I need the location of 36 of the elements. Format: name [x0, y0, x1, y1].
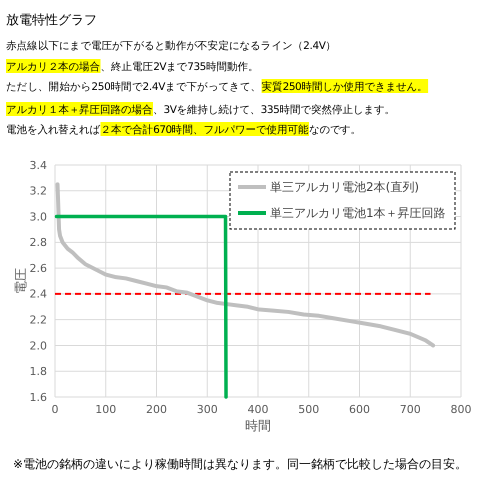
- y-tick-label: 3.0: [30, 210, 47, 224]
- text: 、3Vを維持し続けて、335時間で突然停止します。: [153, 103, 396, 116]
- x-axis-title: 時間: [245, 419, 271, 434]
- x-tick-label: 400: [248, 403, 268, 416]
- legend-label: 単三アルカリ電池1本＋昇圧回路: [270, 206, 446, 220]
- x-tick-label: 800: [450, 403, 472, 416]
- y-tick-label: 2.6: [30, 262, 47, 275]
- x-tick-label: 500: [298, 403, 320, 416]
- legend-label: 単三アルカリ電池2本(直列): [270, 180, 419, 194]
- x-tick-label: 0: [52, 403, 58, 416]
- y-tick-label: 2.2: [30, 314, 47, 327]
- y-tick-label: 2.4: [30, 288, 47, 301]
- x-tick-label: 600: [349, 403, 370, 416]
- text: 実質250時間しか使用できません。: [262, 80, 428, 93]
- y-tick-label: 1.8: [30, 365, 47, 378]
- text: 電池を入れ替えれば: [6, 123, 102, 136]
- text: アルカリ１本＋昇圧回路の場合: [6, 103, 153, 116]
- y-tick-label: 3.2: [30, 184, 47, 198]
- text: なのです。: [309, 124, 362, 136]
- y-tick-label: 2.8: [30, 236, 47, 250]
- y-tick-label: 3.4: [30, 158, 47, 172]
- text: 、終止電圧2Vまで735時間動作。: [100, 60, 260, 73]
- text: ※電池の銘柄の違いにより稼働時間は異なります。同一銘柄で比較した場合の目安。: [12, 457, 468, 471]
- x-tick-label: 300: [196, 403, 218, 416]
- text: ２本で合計670時間、フルパワーで使用可能: [100, 123, 310, 136]
- x-tick-label: 200: [146, 403, 167, 416]
- x-tick-label: 100: [95, 403, 116, 416]
- y-tick-label: 2.0: [30, 339, 47, 352]
- y-axis-title: 電圧: [14, 268, 29, 294]
- line-series: [56, 182, 436, 348]
- text: 赤点線以下にまで電圧が下がると動作が不安定になるライン（2.4V）: [6, 39, 337, 52]
- x-tick-label: 700: [400, 403, 421, 416]
- text: アルカリ２本の場合: [6, 60, 100, 73]
- chart-title: 放電特性グラフ: [6, 13, 97, 28]
- text: ただし、開始から250時間で2.4Vまで下がってきて、: [6, 80, 262, 93]
- y-tick-label: 1.6: [30, 390, 47, 404]
